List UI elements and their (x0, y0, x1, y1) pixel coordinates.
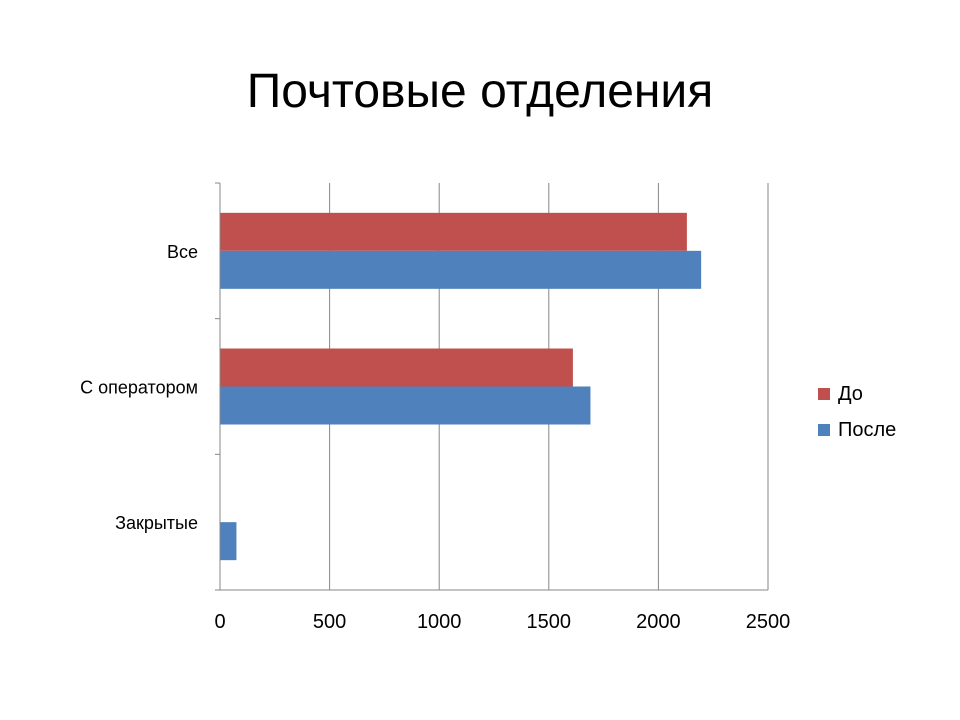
x-tick-label-500: 500 (313, 611, 346, 633)
x-tick-label-2500: 2500 (746, 611, 791, 633)
legend-swatch-do (818, 388, 830, 400)
bar-posle-0 (220, 250, 702, 289)
bar-posle-2 (220, 522, 237, 561)
bar-do-0 (220, 212, 687, 251)
category-label-2: Закрытые (115, 513, 198, 533)
chart-title: Почтовые отделения (246, 65, 714, 118)
legend-label-posle: После (838, 418, 897, 441)
legend-swatch-posle (818, 424, 830, 436)
x-tick-label-2000: 2000 (636, 611, 681, 633)
legend-label-do: До (838, 382, 863, 405)
category-label-1: С оператором (80, 378, 198, 398)
legend-item-do: До (818, 376, 896, 412)
bar-do-1 (220, 348, 573, 387)
legend-item-posle: После (818, 412, 896, 448)
x-tick-label-1500: 1500 (527, 611, 572, 633)
category-label-0: Все (167, 242, 198, 262)
x-tick-label-1000: 1000 (417, 611, 462, 633)
x-tick-label-0: 0 (214, 611, 225, 633)
bar-posle-1 (220, 386, 591, 425)
legend: До После (818, 376, 896, 448)
